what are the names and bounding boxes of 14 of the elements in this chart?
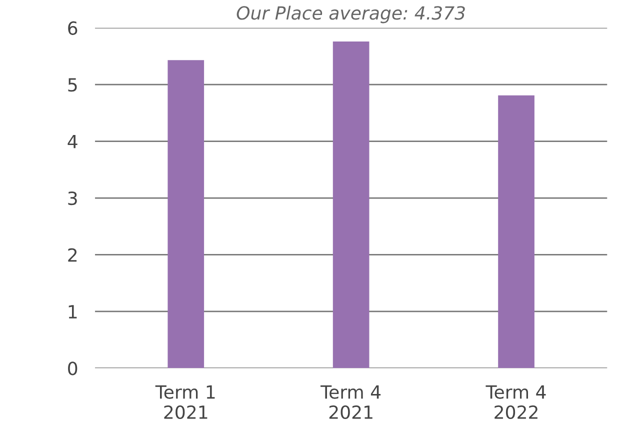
x-tick-label: Term 4 2022	[486, 385, 546, 420]
bar	[498, 95, 534, 368]
y-tick-label: 6	[68, 21, 78, 35]
x-tick-label: Term 4 2021	[320, 385, 381, 420]
y-tick-label: 0	[68, 362, 78, 376]
y-tick-label: 2	[68, 248, 77, 262]
bar	[332, 41, 370, 368]
chart-title: Our Place average: 4.373	[236, 6, 465, 24]
x-tick-label: Term 1 2021	[155, 385, 215, 420]
bar	[168, 60, 204, 368]
y-tick-label: 1	[68, 305, 77, 318]
y-tick-label: 5	[68, 78, 77, 92]
y-tick-label: 3	[68, 191, 77, 206]
y-tick-label: 4	[68, 134, 78, 148]
